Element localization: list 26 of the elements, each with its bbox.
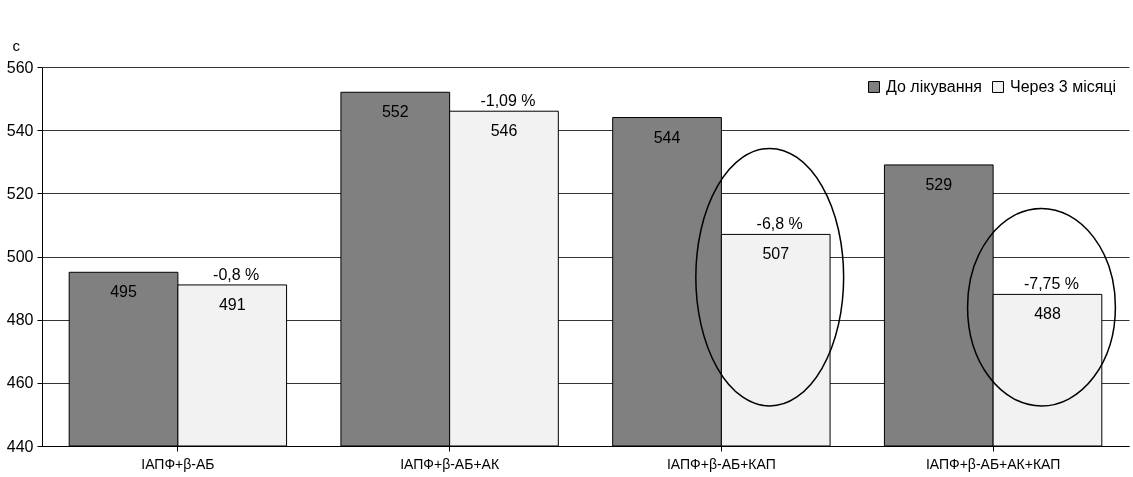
y-tick-label: 540 <box>6 121 34 139</box>
y-tick-label: 480 <box>6 311 34 329</box>
x-tick-label: ІАПФ+β-АБ+АК <box>400 455 500 472</box>
data-label: 495 <box>110 283 137 301</box>
data-label: 552 <box>381 103 409 121</box>
data-label: 488 <box>1034 305 1061 323</box>
data-label: 546 <box>490 122 518 140</box>
annotation: -1,09 % <box>480 92 536 110</box>
legend-label: Через 3 місяці <box>1010 78 1117 95</box>
y-tick-label: 440 <box>6 437 34 455</box>
x-tick-label: ІАПФ+β-АБ <box>141 455 215 472</box>
x-tick-label: ІАПФ+β-АБ+АК+КАП <box>925 455 1061 472</box>
legend-label: До лікування <box>886 78 982 95</box>
x-tick-label: ІАПФ+β-АБ+КАП <box>666 455 776 472</box>
y-tick-label: 500 <box>6 248 34 265</box>
y-tick-label: 460 <box>6 374 34 392</box>
annotation: -0,8 % <box>213 265 260 283</box>
y-tick-label: 520 <box>6 184 34 202</box>
annotation: -6,8 % <box>756 215 803 233</box>
data-label: 507 <box>762 245 790 263</box>
data-label: 491 <box>218 295 246 313</box>
annotation: -7,75 % <box>1023 275 1080 293</box>
y-axis-title: c <box>12 36 21 54</box>
y-tick-label: 560 <box>6 58 34 76</box>
data-label: 529 <box>925 175 953 193</box>
data-label: 544 <box>653 128 681 146</box>
